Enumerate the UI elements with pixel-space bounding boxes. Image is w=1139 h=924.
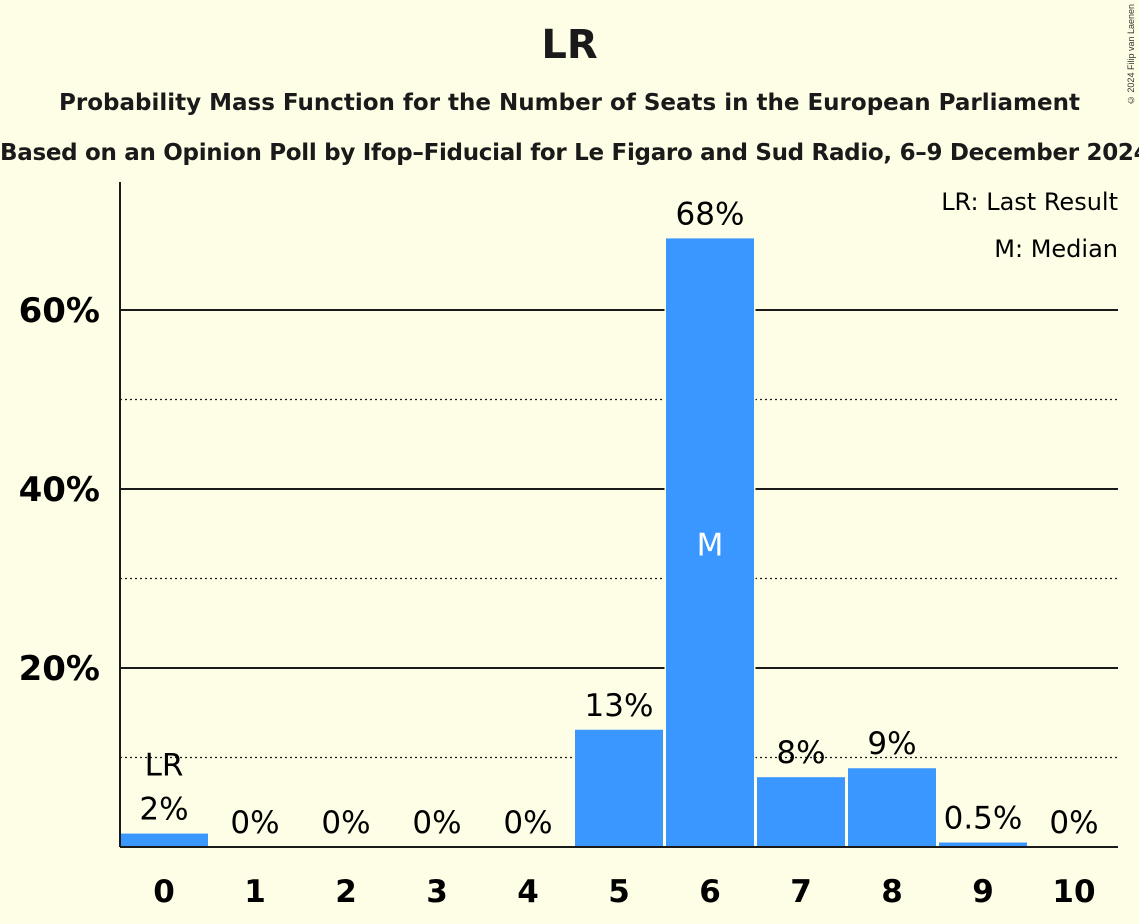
value-label: 0.5% xyxy=(944,801,1023,837)
value-label: 0% xyxy=(230,805,279,841)
value-label: 68% xyxy=(676,196,745,232)
value-label: 2% xyxy=(139,792,188,828)
value-label: 0% xyxy=(412,805,461,841)
x-tick-label: 9 xyxy=(972,874,994,910)
x-tick-label: 2 xyxy=(335,874,357,910)
x-tick-label: 1 xyxy=(244,874,266,910)
legend-last-result: LR: Last Result xyxy=(941,188,1118,216)
last-result-marker: LR xyxy=(145,748,184,784)
chart-subtitle-source: Based on an Opinion Poll by Ifop–Fiducia… xyxy=(0,140,1139,166)
x-tick-label: 8 xyxy=(881,874,903,910)
value-label: 8% xyxy=(776,735,825,771)
bar-8 xyxy=(848,768,936,847)
value-labels: 2% LR 0% 0% 0% 0% 13% 68% M 8% 9% 0.5% 0% xyxy=(139,196,1098,841)
bars xyxy=(118,238,1029,847)
x-tick-label: 10 xyxy=(1052,874,1095,910)
bar-5 xyxy=(575,729,663,847)
value-label: 13% xyxy=(585,688,654,724)
grid-lines xyxy=(120,309,1118,759)
chart-subtitle: Probability Mass Function for the Number… xyxy=(59,90,1080,116)
value-label: 0% xyxy=(503,805,552,841)
median-marker: M xyxy=(697,528,724,564)
x-tick-label: 4 xyxy=(517,874,539,910)
bar-6 xyxy=(666,238,754,847)
chart-title: LR xyxy=(541,22,598,68)
y-tick-label: 20% xyxy=(19,649,100,689)
value-label: 0% xyxy=(1049,805,1098,841)
value-label: 9% xyxy=(867,726,916,762)
x-tick-label: 6 xyxy=(699,874,721,910)
x-tick-label: 3 xyxy=(426,874,448,910)
y-tick-label: 60% xyxy=(19,291,100,331)
x-tick-label: 7 xyxy=(790,874,812,910)
bar-7 xyxy=(757,777,845,847)
axes: 20% 40% 60% 0 1 2 3 4 5 6 7 8 9 10 xyxy=(19,182,1118,910)
x-tick-label: 5 xyxy=(608,874,630,910)
value-label: 0% xyxy=(321,805,370,841)
bar-0 xyxy=(120,833,208,847)
bar-9 xyxy=(939,842,1027,847)
x-tick-label: 0 xyxy=(153,874,175,910)
legend-median: M: Median xyxy=(994,235,1118,263)
y-tick-label: 40% xyxy=(19,470,100,510)
